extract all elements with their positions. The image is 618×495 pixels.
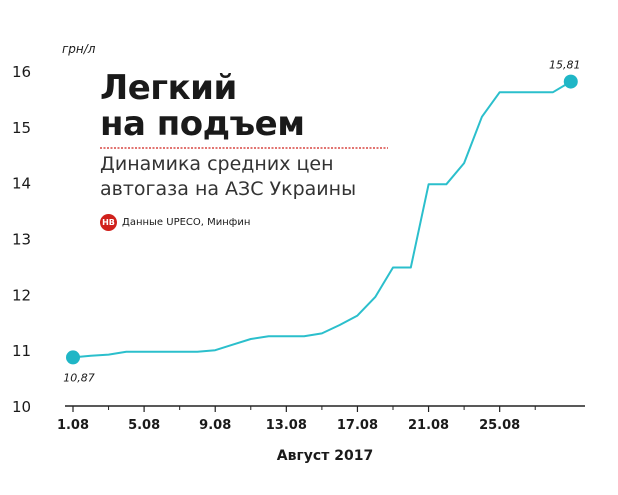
chart-title: Легкий на подъем	[100, 70, 400, 142]
y-tick-label: 11	[12, 342, 31, 360]
y-tick-label: 15	[12, 119, 31, 137]
source-text: Данные UPECO, Минфин	[122, 217, 251, 228]
source-credit: НВ Данные UPECO, Минфин	[100, 214, 250, 231]
x-tick-label: 21.08	[408, 418, 449, 433]
y-tick-label: 13	[12, 231, 31, 249]
endpoint-marker	[563, 74, 578, 89]
chart-subtitle: Динамика средних цен автогаза на АЗС Укр…	[100, 152, 400, 202]
series-group	[72, 80, 572, 359]
x-axis-label: Август 2017	[277, 448, 373, 464]
y-tick-label: 14	[12, 175, 31, 193]
x-tick-label: 25.08	[479, 418, 520, 433]
x-tick-label: 9.08	[199, 418, 231, 433]
x-tick-label: 5.08	[128, 418, 160, 433]
y-tick-label: 16	[12, 63, 31, 81]
y-axis-unit-label: грн/л	[62, 42, 96, 56]
endpoint-value-label: 15,81	[549, 59, 581, 72]
y-tick-label: 10	[12, 398, 31, 416]
title-line-1: Легкий	[100, 68, 237, 108]
endpoint-marker	[66, 350, 80, 365]
x-axis-ticks: 1.08 5.08 9.08 13.08 17.08 21.08 25.08	[57, 406, 536, 433]
x-tick-label: 17.08	[337, 418, 378, 433]
y-axis-ticks: 10 11 12 13 14 15 16	[12, 63, 31, 416]
x-tick-label: 13.08	[266, 418, 307, 433]
endpoint-value-label: 10,87	[63, 371, 95, 384]
x-tick-label: 1.08	[57, 418, 89, 433]
annotations-group: 10,87 15,81	[63, 59, 580, 385]
subtitle-line-1: Динамика средних цен	[100, 153, 334, 175]
title-line-2: на подъем	[100, 104, 305, 144]
nv-logo-icon: НВ	[100, 214, 117, 231]
subtitle-line-2: автогаза на АЗС Украины	[100, 178, 357, 200]
y-tick-label: 12	[12, 286, 31, 304]
series-line	[72, 80, 572, 359]
